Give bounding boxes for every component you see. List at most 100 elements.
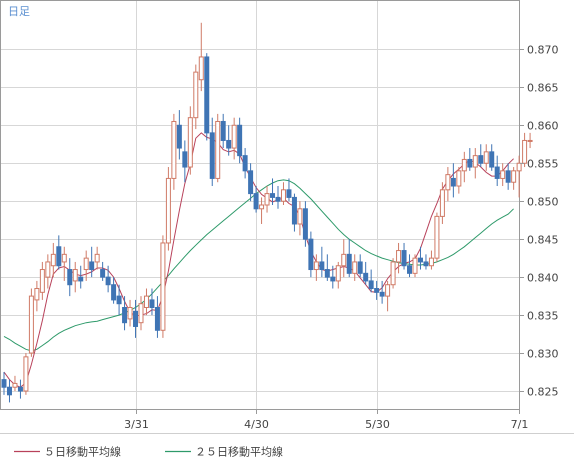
candle-up <box>45 254 51 289</box>
candle-body <box>494 166 500 179</box>
candle-up <box>138 296 144 331</box>
candle-body <box>89 261 95 271</box>
candle-up <box>335 261 341 289</box>
candle-up <box>428 250 434 270</box>
candle-body <box>407 265 413 274</box>
legend-label-ma25: ２５日移動平均線 <box>195 445 283 459</box>
ma5-layer <box>3 132 514 388</box>
candle-body <box>209 132 215 179</box>
y-tick-label: 0.860 <box>527 120 559 133</box>
candle-up <box>50 242 56 278</box>
candle-up <box>127 299 133 327</box>
candle-body <box>45 261 51 278</box>
candle-body <box>149 299 155 309</box>
candle-body <box>412 257 418 274</box>
candle-up <box>483 144 489 171</box>
candle-body <box>352 261 358 274</box>
y-tick-label: 0.855 <box>527 158 559 171</box>
candle-down <box>368 269 374 293</box>
candle-body <box>160 242 166 331</box>
candle-body <box>100 269 106 278</box>
candle-body <box>193 71 199 119</box>
candle-body <box>61 253 67 263</box>
candle-up <box>171 113 177 190</box>
candle-up <box>516 155 522 198</box>
candle-down <box>116 284 122 316</box>
candle-body <box>516 162 522 172</box>
candle-up <box>165 167 171 251</box>
candle-body <box>396 250 402 263</box>
candle-body <box>220 120 226 141</box>
candle-down <box>56 235 62 270</box>
period-label: 日足 <box>8 5 30 18</box>
candle-body <box>215 120 221 179</box>
candle-down <box>6 379 12 403</box>
candle-down <box>407 254 413 278</box>
candle-up <box>500 163 506 187</box>
candle-body <box>50 253 56 267</box>
candle-up <box>39 261 45 300</box>
candle-body <box>500 170 506 179</box>
candle-body <box>165 177 171 244</box>
candle-body <box>428 257 434 267</box>
candle-up <box>83 250 89 281</box>
candle-body <box>34 288 40 301</box>
candle-body <box>379 291 385 297</box>
y-tick-label: 0.830 <box>527 348 559 361</box>
candle-down <box>308 231 314 278</box>
candle-down <box>78 265 84 289</box>
x-axis-ticks: 3/31 4/30 5/30 7/1 <box>124 410 528 431</box>
candle-body <box>401 250 407 267</box>
candle-body <box>467 158 473 168</box>
candle-down <box>494 155 500 187</box>
candle-body <box>187 117 193 168</box>
candle-body <box>511 170 517 183</box>
candle-down <box>275 186 281 209</box>
candle-down <box>401 242 407 270</box>
candle-down <box>111 277 117 304</box>
candle-body <box>478 155 484 164</box>
plot-frame <box>0 0 520 410</box>
y-tick-label: 0.835 <box>527 310 559 323</box>
candle-body <box>83 257 89 271</box>
candle-body <box>522 139 528 164</box>
candle-up <box>12 375 18 392</box>
candle-down <box>237 117 243 164</box>
candle-up <box>434 212 440 262</box>
candle-down <box>423 254 429 270</box>
candle-down <box>357 254 363 278</box>
candle-body <box>259 204 265 210</box>
legend-label-ma5: ５日移動平均線 <box>44 445 121 459</box>
x-tick-label: 7/1 <box>511 418 529 431</box>
candle-body <box>111 284 117 301</box>
candle-body <box>176 124 182 149</box>
candle-up <box>187 106 193 175</box>
candle-body <box>248 170 254 195</box>
candle-down <box>450 163 456 198</box>
candle-body <box>286 189 292 198</box>
candle-down <box>105 265 111 293</box>
candle-up <box>390 258 396 289</box>
candle-body <box>319 261 325 271</box>
candle-up <box>61 246 67 281</box>
candle-body <box>275 196 281 202</box>
candle-body <box>291 196 297 225</box>
candle-body <box>17 386 23 392</box>
candle-body <box>105 276 111 286</box>
candles <box>1 22 533 403</box>
candle-down <box>133 299 139 338</box>
candle-body <box>335 265 341 282</box>
candle-up <box>72 261 78 293</box>
x-tick-label: 3/31 <box>124 418 149 431</box>
candle-body <box>439 189 445 217</box>
candle-body <box>237 124 243 157</box>
candle-up <box>28 288 34 357</box>
candle-up <box>297 201 303 236</box>
candle-body <box>297 208 303 225</box>
candle-down <box>209 117 215 187</box>
candle-body <box>385 284 391 297</box>
candle-down <box>330 265 336 289</box>
candle-up <box>445 167 451 202</box>
